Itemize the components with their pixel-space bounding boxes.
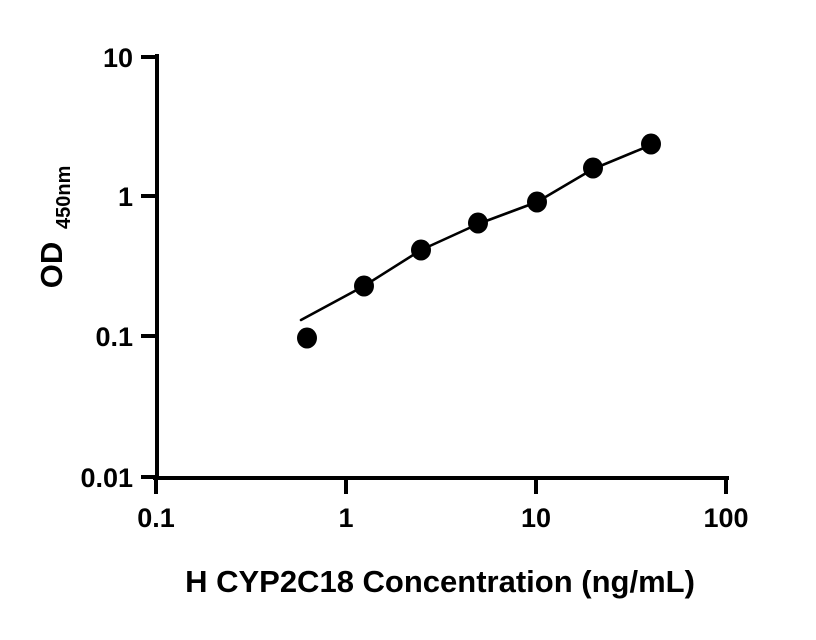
x-tick-label-100: 100 bbox=[703, 503, 748, 533]
data-point bbox=[354, 275, 374, 297]
x-axis-tick-labels: 0.1 1 10 100 bbox=[137, 503, 748, 533]
x-axis-title: H CYP2C18 Concentration (ng/mL) bbox=[185, 564, 695, 599]
data-point bbox=[297, 327, 317, 349]
y-axis-ticks bbox=[141, 55, 157, 479]
data-point bbox=[468, 212, 488, 234]
y-tick-label-10: 10 bbox=[103, 43, 133, 73]
data-point bbox=[641, 133, 661, 155]
y-axis-tick-labels: 10 1 0.1 0.01 bbox=[80, 43, 133, 493]
x-tick-label-10: 10 bbox=[521, 503, 551, 533]
data-series-group bbox=[297, 133, 661, 349]
y-axis-title-main: OD bbox=[34, 242, 69, 289]
y-tick-label-1: 1 bbox=[118, 182, 133, 212]
x-axis-ticks bbox=[154, 478, 728, 494]
x-tick-label-1: 1 bbox=[338, 503, 353, 533]
data-point bbox=[527, 191, 547, 213]
y-tick-label-0.1: 0.1 bbox=[95, 322, 133, 352]
y-axis-title-subscript: 450nm bbox=[53, 166, 75, 229]
data-point bbox=[583, 157, 603, 179]
data-point bbox=[411, 239, 431, 261]
axes-group bbox=[153, 54, 729, 480]
y-axis-title: OD 450nm bbox=[34, 166, 75, 289]
y-tick-label-0.01: 0.01 bbox=[80, 463, 133, 493]
x-tick-label-0.1: 0.1 bbox=[137, 503, 175, 533]
